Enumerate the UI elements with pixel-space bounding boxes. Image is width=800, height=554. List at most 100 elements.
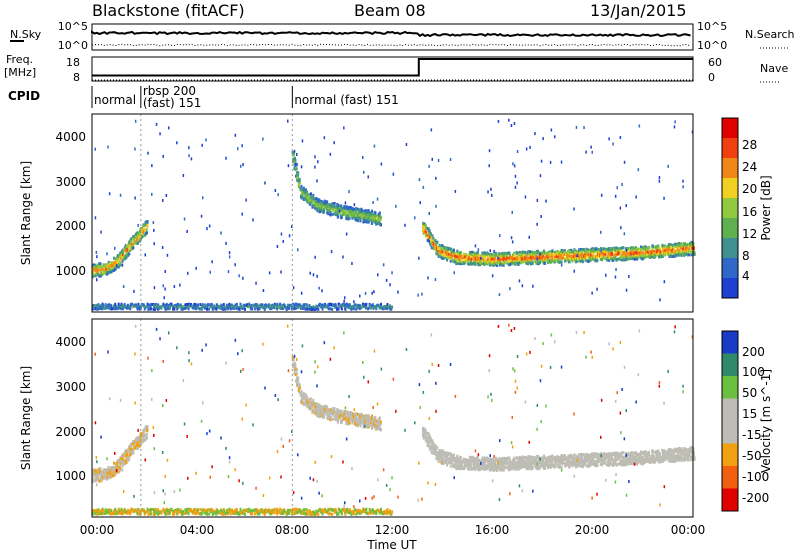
power-echo-cell: [193, 303, 195, 307]
velocity-echo-cell: [496, 468, 498, 472]
power-echo-cell: [329, 302, 331, 306]
power-echo-cell: [162, 302, 165, 306]
power-echo-cell: [583, 251, 586, 255]
power-echo-cell: [325, 205, 328, 209]
power-echo-cell: [370, 216, 373, 220]
power-echo-cell: [102, 263, 105, 267]
velocity-echo-cell: [111, 474, 114, 478]
power-echo-cell: [557, 251, 560, 254]
power-echo-cell: [581, 250, 584, 254]
power-echo-cell: [376, 303, 379, 307]
velocity-echo-cell: [452, 464, 455, 468]
velocity-echo-cell: [361, 417, 364, 420]
velocity-echo-cell: [144, 428, 147, 432]
velocity-echo-cell: [436, 455, 438, 459]
power-echo-cell: [116, 257, 119, 261]
power-echo-cell: [457, 256, 460, 260]
power-echo-cell: [120, 307, 123, 311]
power-echo-cell: [429, 243, 432, 247]
power-echo-cell: [434, 239, 437, 243]
power-echo-cell: [508, 251, 511, 255]
velocity-echo-cell: [348, 415, 351, 419]
power-echo-cell: [638, 124, 641, 128]
velocity-echo-cell: [312, 402, 315, 406]
power-echo-cell: [558, 253, 561, 257]
power-echo-cell: [353, 300, 355, 304]
velocity-echo-cell: [121, 460, 124, 464]
power-echo-cell: [542, 137, 544, 141]
power-echo-cell: [521, 253, 524, 257]
power-echo-cell: [362, 216, 365, 220]
power-cbar-tick-4: 4: [742, 269, 750, 283]
power-echo-cell: [249, 307, 252, 311]
power-echo-cell: [209, 270, 211, 274]
power-echo-cell: [371, 216, 374, 220]
power-echo-cell: [511, 210, 513, 214]
velocity-echo-cell: [347, 422, 350, 426]
power-echo-cell: [296, 303, 298, 306]
power-echo-cell: [428, 164, 430, 168]
velocity-echo-cell: [293, 363, 296, 367]
velocity-echo-cell: [449, 464, 452, 468]
power-echo-cell: [114, 263, 117, 267]
power-echo-cell: [636, 257, 639, 261]
power-echo-cell: [302, 197, 305, 201]
velocity-echo-cell: [130, 451, 133, 455]
power-echo-cell: [611, 252, 614, 256]
power-cbar-tick-16: 16: [742, 205, 757, 219]
power-echo-cell: [632, 246, 635, 250]
power-echo-cell: [428, 239, 430, 243]
power-echo-cell: [684, 252, 687, 256]
power-echo-cell: [117, 261, 120, 264]
power-echo-cell: [428, 232, 431, 236]
velocity-echo-cell: [506, 456, 509, 460]
velocity-echo-cell: [296, 383, 299, 387]
power-echo-cell: [347, 217, 350, 221]
power-echo-cell: [670, 254, 673, 258]
power-echo-cell: [648, 246, 650, 250]
power-echo-cell: [481, 254, 483, 258]
power-echo-cell: [571, 252, 574, 256]
velocity-echo-cell: [351, 421, 354, 425]
power-echo-cell: [318, 202, 321, 206]
power-echo-cell: [474, 257, 477, 261]
power-echo-cell: [515, 251, 518, 255]
power-echo-cell: [483, 254, 486, 258]
power-echo-cell: [239, 302, 242, 306]
power-echo-cell: [687, 250, 689, 254]
power-echo-cell: [314, 203, 317, 207]
power-echo-cell: [532, 251, 535, 255]
power-echo-cell: [581, 257, 584, 261]
velocity-echo-cell: [504, 459, 507, 463]
power-echo-cell: [196, 306, 199, 310]
power-echo-cell: [505, 253, 508, 257]
power-echo-cell: [146, 223, 149, 227]
power-colorbar-cell: [722, 138, 738, 158]
velocity-echo-cell: [362, 416, 365, 420]
velocity-echo-cell: [366, 415, 369, 419]
power-echo-cell: [102, 306, 105, 310]
velocity-echo-cell: [488, 468, 491, 472]
velocity-echo-cell: [118, 466, 121, 470]
power-echo-cell: [94, 263, 96, 267]
power-echo-cell: [385, 306, 388, 310]
velocity-echo-cell: [483, 456, 486, 460]
power-echo-cell: [536, 222, 538, 226]
velocity-echo-cell: [432, 452, 435, 456]
power-echo-cell: [377, 273, 379, 277]
power-echo-cell: [543, 249, 545, 253]
velocity-echo-cell: [373, 418, 376, 422]
power-echo-cell: [351, 262, 353, 265]
power-echo-cell: [124, 244, 127, 248]
power-echo-cell: [229, 305, 231, 309]
velocity-echo-cell: [362, 425, 365, 429]
power-echo-cell: [200, 306, 203, 310]
velocity-echo-cell: [326, 405, 329, 409]
power-echo-cell: [317, 207, 319, 211]
velocity-echo-cell: [519, 455, 521, 459]
power-echo-cell: [655, 250, 658, 254]
power-echo-cell: [159, 305, 162, 309]
power-echo-cell: [144, 253, 146, 257]
power-echo-cell: [292, 286, 295, 290]
